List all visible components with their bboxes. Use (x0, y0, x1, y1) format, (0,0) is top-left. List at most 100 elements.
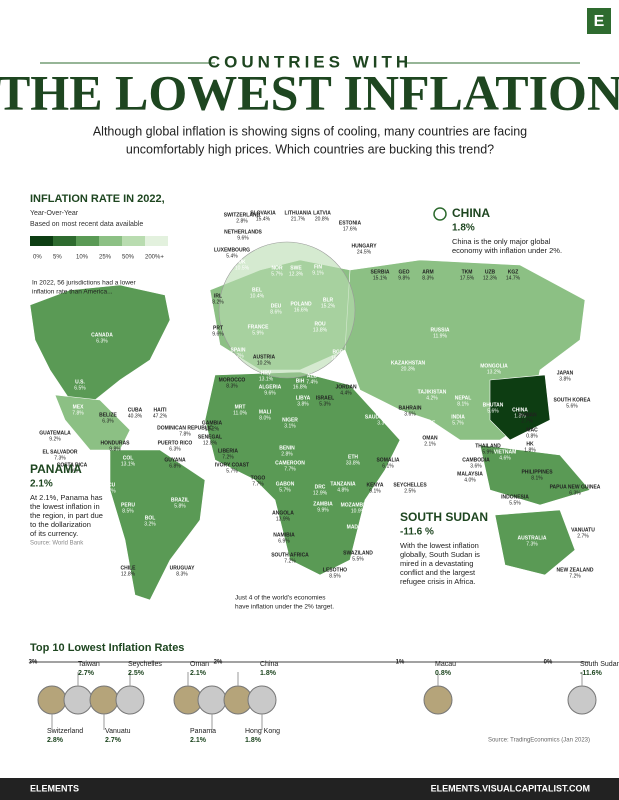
country-value: 9.1% (312, 270, 324, 276)
scale-label: 3% (29, 660, 38, 666)
country-name: MALAYSIA (457, 471, 483, 477)
country-value: 24.5% (357, 249, 372, 255)
country-name: ALGERIA (259, 384, 282, 390)
legend: Year-Over-Year Based on most recent data … (30, 210, 168, 261)
country-name: ETH (348, 454, 358, 460)
callout-text: globally, South Sudan is (400, 550, 480, 559)
note: have inflation under the 2% target. (235, 604, 334, 611)
country-value: 9.8% (109, 446, 121, 452)
country-value: 12.9% (313, 490, 328, 496)
country-value: 5.8% (174, 503, 186, 509)
country-name: BENIN (279, 445, 295, 451)
coin-name: Oman (190, 661, 209, 668)
legend-swatch (145, 236, 168, 246)
country-value: 21.7% (291, 216, 306, 222)
country-value: 2.1% (424, 441, 436, 447)
legend-label: 25% (99, 255, 112, 261)
country-name: LITHUANIA (285, 210, 312, 216)
brand: ELEMENTS (30, 783, 79, 793)
logo-box (587, 8, 611, 34)
country-name: HONDURAS (101, 440, 131, 446)
country-name: DOMINICAN REPUBLIC (157, 425, 213, 431)
country-name: BGR (332, 349, 344, 355)
country-value: 9.9% (317, 507, 329, 513)
callout-name: PANAMA (30, 462, 82, 476)
country-value: 6.3% (169, 446, 181, 452)
source: Source: TradingEconomics (Jan 2023) (488, 738, 590, 744)
coin (63, 685, 93, 715)
country-value: 17.5% (460, 275, 475, 281)
country-name: SERBIA (371, 269, 390, 275)
country-value: 13.8% (313, 327, 328, 333)
country-value: 5.3% (319, 401, 331, 407)
country-value: 7.8% (72, 410, 84, 416)
europe-inset (218, 241, 356, 379)
coin (197, 685, 227, 715)
country-value: 12.8% (203, 440, 218, 446)
country-name: U.S. (75, 379, 85, 385)
coin-value: 0.8% (435, 670, 452, 677)
coin-value: 2.1% (190, 737, 207, 744)
country-value: 17.6% (343, 226, 358, 232)
legend-subtitle: Year-Over-Year (30, 210, 79, 217)
country-value: 40.3% (128, 413, 143, 419)
coin-value: 2.8% (47, 737, 64, 744)
legend-label: 10% (76, 255, 89, 261)
country-name: UZB (485, 269, 496, 275)
country-name: FIN (314, 264, 322, 270)
country-name: SWITZERLAND (224, 212, 261, 218)
legend-subtitle: Based on most recent data available (30, 221, 143, 228)
country-name: MALI (259, 409, 272, 415)
coin (115, 685, 145, 715)
country-name: URUGUAY (170, 565, 195, 571)
country-value: 5.4% (226, 253, 238, 259)
country-value: 2.7% (521, 418, 533, 424)
country-value: 0.8% (526, 433, 538, 439)
country-value: 7.2% (569, 573, 581, 579)
country-value: 13.2% (487, 369, 502, 375)
country-value: 3.8% (297, 401, 309, 407)
country-value: 4.0% (464, 477, 476, 483)
country-name: UK (238, 259, 246, 265)
coin (423, 685, 453, 715)
coin-name: Macau (435, 661, 456, 668)
country-name: VIETNAM (494, 449, 517, 455)
country-name: ROU (314, 321, 326, 327)
country-value: 9.8% (398, 275, 410, 281)
scale-label: 1% (396, 660, 405, 666)
top10: 3% 2% 1% 0% Switzerland 2.8% Taiwan 2.7% Vanuatu… (29, 660, 619, 744)
country-value: 10.4% (250, 293, 265, 299)
map (29, 241, 591, 601)
country-value: 3.1% (284, 423, 296, 429)
callout-name: SOUTH SUDAN (400, 510, 488, 524)
country-value: 8.3% (422, 275, 434, 281)
subtitle-line: Although global inflation is showing sig… (93, 124, 527, 138)
country-value: 4.6% (499, 455, 511, 461)
country-value: 5.7% (271, 271, 283, 277)
country-value: 13.1% (259, 376, 274, 382)
country-name: KGZ (508, 269, 519, 275)
country-name: CHILE (121, 565, 137, 571)
country-name: TAJIKISTAN (418, 389, 447, 395)
callout-icon (433, 207, 447, 221)
country-name: CAMBODIA (462, 457, 490, 463)
country-value: 10.5% (235, 265, 250, 271)
country-value: 9.6% (212, 331, 224, 337)
country-name: POLAND (290, 301, 312, 307)
country-value: 15.1% (373, 275, 388, 281)
country-name: HAITI (153, 407, 167, 413)
country-value: 6.6% (424, 426, 436, 432)
country-name: NETHERLANDS (224, 229, 262, 235)
country-value: 5.7% (232, 353, 244, 359)
country-value: 8.5% (122, 508, 134, 514)
country-name: SPAIN (231, 347, 246, 353)
callout-value: 1.8% (452, 223, 475, 234)
coin-value: -11.6% (580, 670, 603, 677)
country-name: VANUATU (571, 527, 595, 533)
country-name: CUBA (128, 407, 143, 413)
country-value: 15.4% (256, 216, 271, 222)
subtitle: Although global inflation is showing sig… (93, 124, 527, 156)
country-value: 8.3% (176, 571, 188, 577)
country-value: 3.6% (404, 411, 416, 417)
